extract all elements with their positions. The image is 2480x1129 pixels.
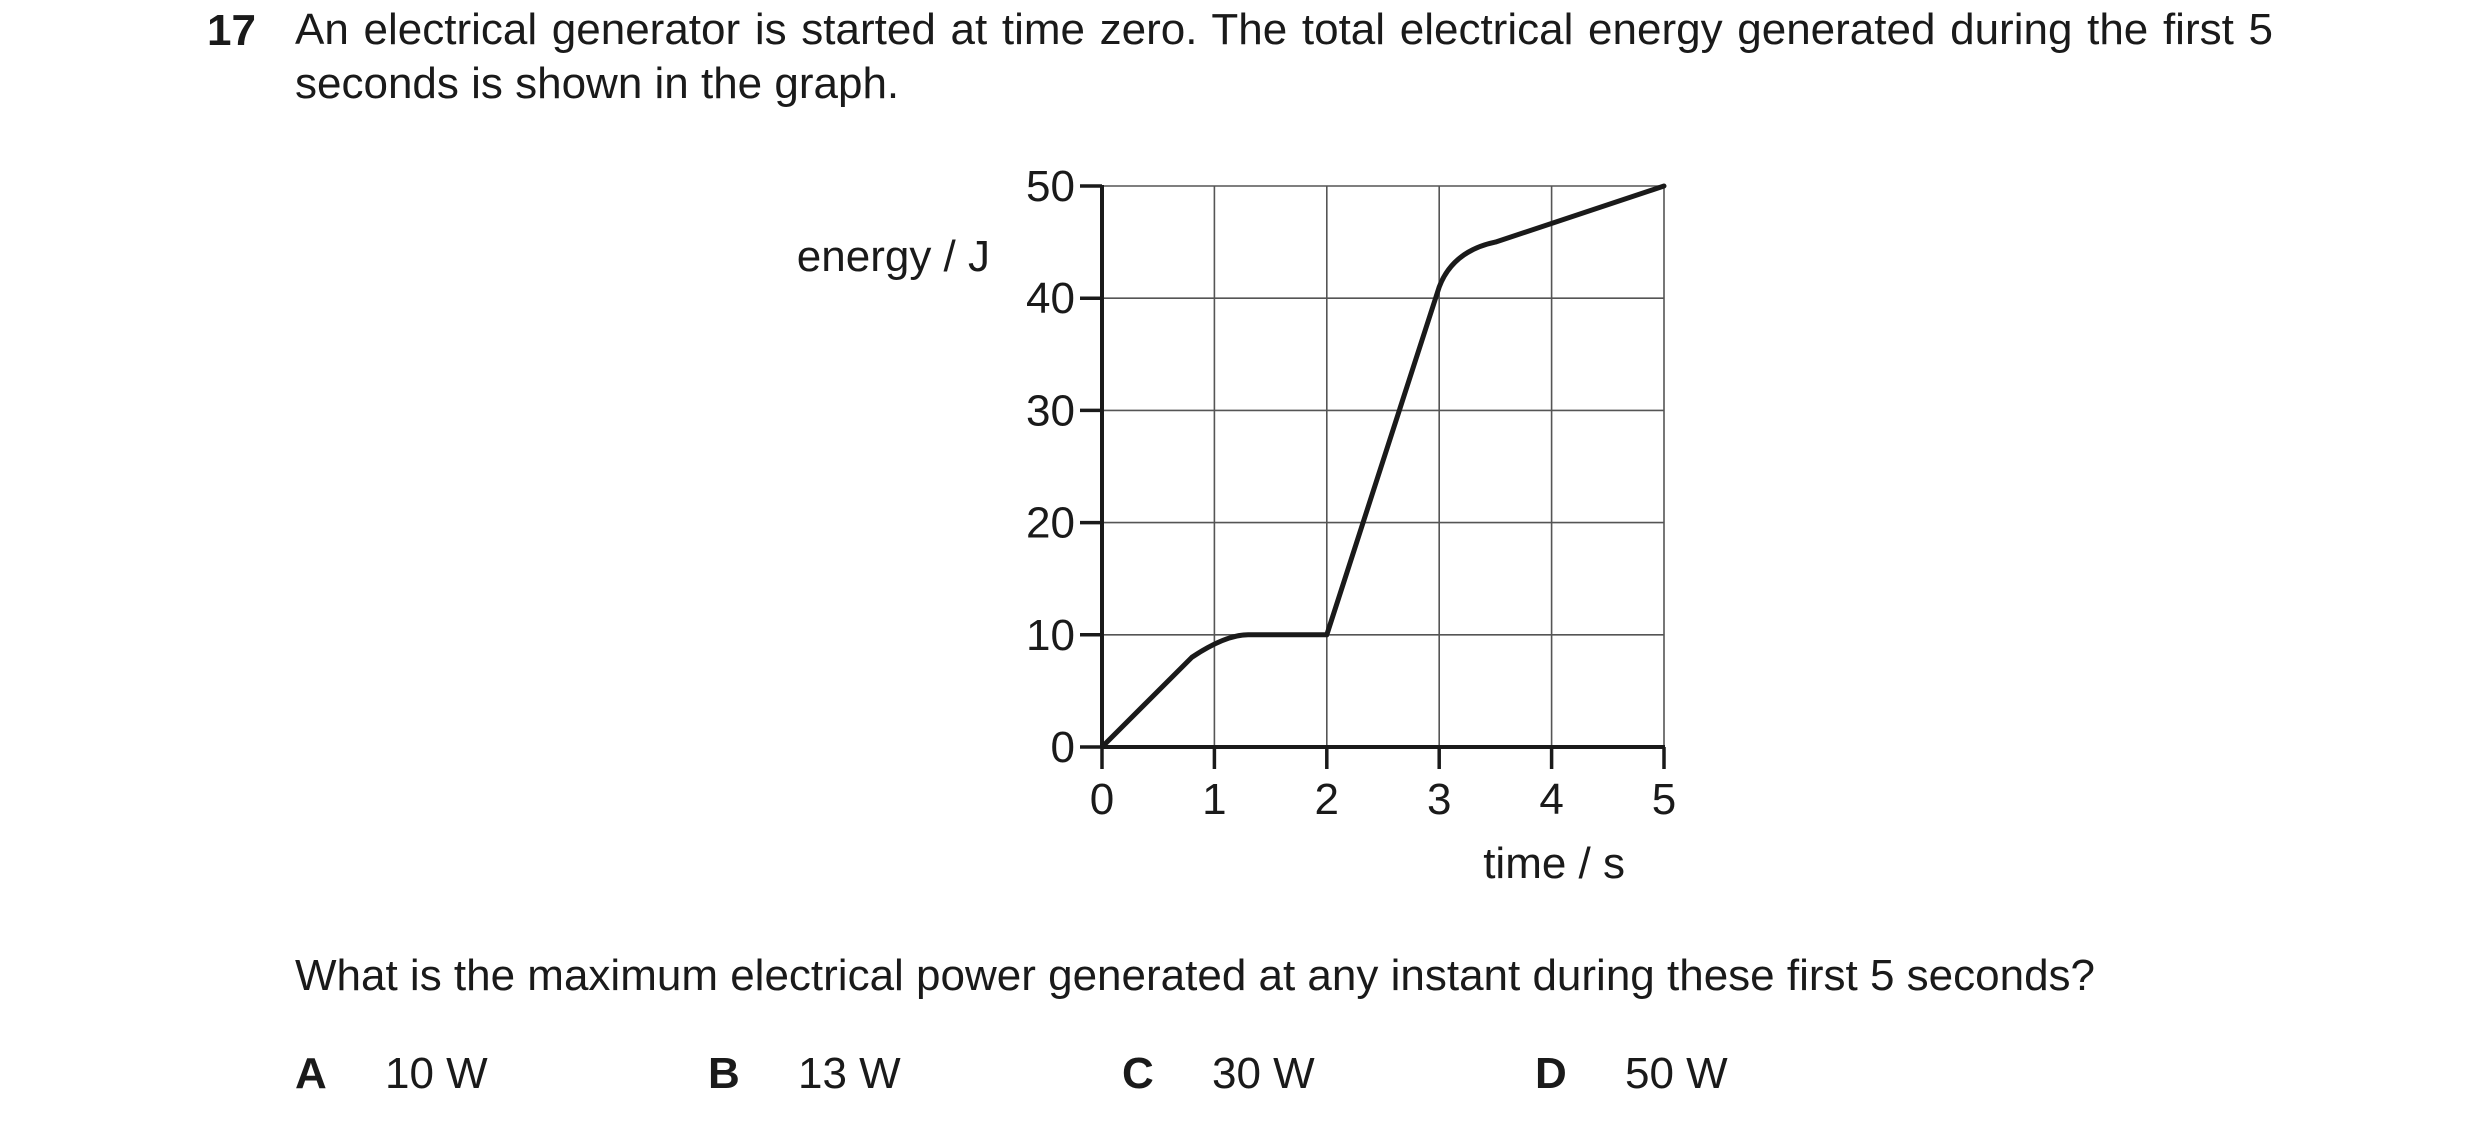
option-value: 10 W — [385, 1049, 488, 1098]
y-tick-label: 20 — [1026, 499, 1075, 548]
option-letter: C — [1122, 1049, 1154, 1098]
option-value: 13 W — [798, 1049, 901, 1098]
x-tick-label: 2 — [1315, 775, 1339, 824]
y-axis-label: energy / J — [797, 232, 990, 281]
chart-series — [1099, 183, 1667, 750]
y-tick-label: 10 — [1026, 611, 1075, 660]
question-number: 17 — [207, 6, 256, 55]
x-tick-label: 0 — [1090, 775, 1114, 824]
option-b[interactable]: B 13 W — [708, 1046, 901, 1102]
y-tick-label: 30 — [1026, 386, 1075, 435]
y-tick-label: 0 — [1051, 723, 1075, 772]
question-prompt: What is the maximum electrical power gen… — [295, 951, 2096, 1000]
x-tick-label: 1 — [1202, 775, 1226, 824]
option-a[interactable]: A 10 W — [295, 1046, 488, 1102]
option-value: 30 W — [1212, 1049, 1315, 1098]
option-value: 50 W — [1625, 1049, 1728, 1098]
option-letter: A — [295, 1049, 327, 1098]
option-d[interactable]: D 50 W — [1535, 1046, 1728, 1102]
x-axis-label: time / s — [1483, 839, 1625, 888]
x-tick-label: 4 — [1539, 775, 1563, 824]
option-c[interactable]: C 30 W — [1122, 1046, 1315, 1102]
chart-ticks: 0 10 20 30 40 50 0 1 2 3 4 5 — [1026, 162, 1676, 824]
chart-axes — [1100, 185, 1665, 749]
energy-time-chart: 0 10 20 30 40 50 0 1 2 3 4 5 energy / J time / s — [797, 162, 1676, 888]
y-tick-label: 40 — [1026, 274, 1075, 323]
x-tick-label: 5 — [1652, 775, 1676, 824]
energy-curve — [1099, 183, 1667, 750]
y-tick-label: 50 — [1026, 162, 1075, 211]
question-stem: An electrical generator is started at ti… — [295, 5, 2273, 108]
chart-grid — [1102, 185, 1665, 747]
option-letter: B — [708, 1049, 740, 1098]
x-tick-label: 3 — [1427, 775, 1451, 824]
option-letter: D — [1535, 1049, 1567, 1098]
